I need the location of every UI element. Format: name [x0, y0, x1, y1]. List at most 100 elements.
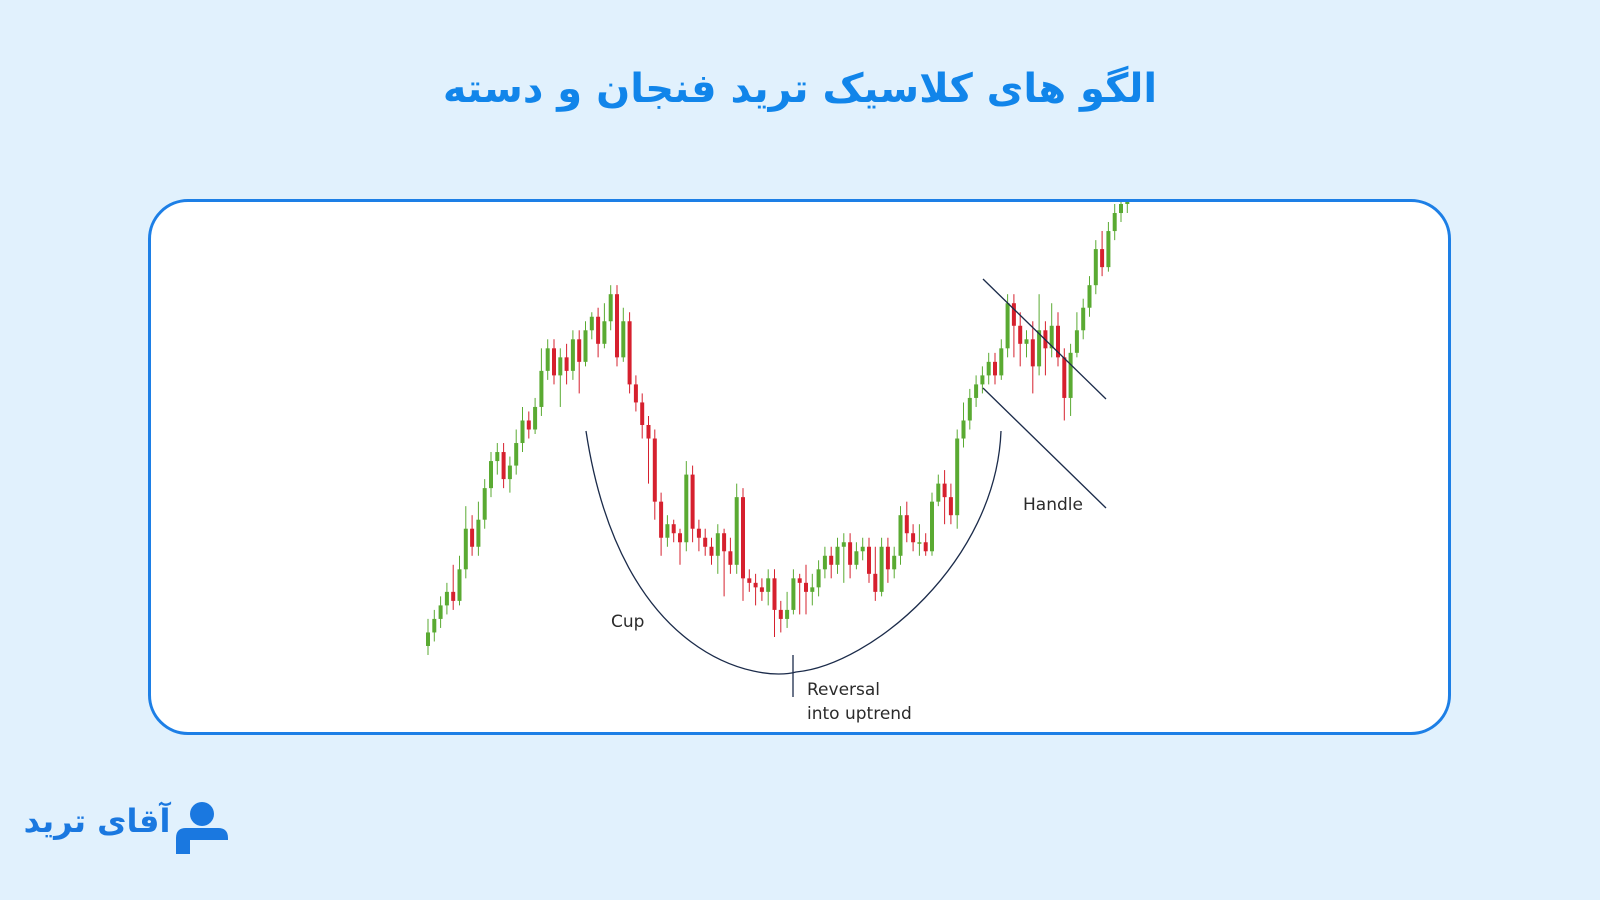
candle-bullish	[1125, 202, 1130, 204]
candle-bullish	[1074, 330, 1079, 353]
candle-bullish	[892, 555, 897, 570]
brand-logo[interactable]: آقای ترید	[22, 800, 232, 860]
candle-bullish	[785, 609, 790, 619]
candle-bullish	[1119, 204, 1123, 214]
candle-bearish	[659, 501, 664, 538]
candle-bearish	[703, 537, 708, 547]
candle-bullish	[1049, 325, 1054, 349]
candle-bearish	[829, 555, 834, 565]
candle-bearish	[564, 357, 569, 371]
candle-bullish	[545, 348, 550, 371]
candle-bullish	[835, 546, 840, 565]
candle-bullish	[879, 546, 884, 592]
candle-bearish	[728, 551, 733, 565]
candle-bullish	[734, 497, 739, 565]
candle-bullish	[514, 443, 519, 466]
candle-bearish	[867, 546, 871, 574]
candle-bullish	[791, 578, 796, 610]
handle-lower-trendline	[982, 387, 1107, 509]
candle-bullish	[432, 618, 437, 633]
candle-bullish	[980, 375, 985, 385]
cup-and-handle-chart: Cup Reversal into uptrend Handle	[426, 202, 1130, 724]
candle-bullish	[583, 330, 588, 362]
candle-bullish	[766, 578, 771, 592]
candle-bullish	[955, 438, 960, 516]
candle-bullish	[967, 397, 972, 421]
candle-bearish	[747, 578, 752, 583]
chart-card: Cup Reversal into uptrend Handle	[148, 199, 1451, 735]
candle-bullish	[533, 406, 538, 430]
candle-bearish	[615, 294, 619, 358]
candle-bullish	[860, 546, 865, 552]
candle-bearish	[904, 515, 909, 534]
candle-bullish	[1037, 330, 1042, 367]
candle-bullish	[822, 555, 827, 570]
candle-bearish	[577, 339, 582, 362]
candle-bullish	[974, 384, 979, 398]
reversal-label-line2: into uptrend	[807, 704, 912, 724]
candle-bearish	[772, 578, 777, 610]
candle-bullish	[1005, 303, 1010, 349]
person-icon	[176, 802, 228, 854]
candle-bullish	[426, 632, 430, 646]
candle-bearish	[552, 348, 556, 376]
candle-bearish	[526, 420, 531, 430]
candle-bullish	[476, 519, 481, 547]
candle-bullish	[570, 339, 575, 371]
candle-bearish	[596, 316, 601, 344]
candle-bearish	[640, 402, 645, 425]
candle-bearish	[470, 528, 475, 547]
candle-bullish	[1112, 213, 1117, 232]
candle-bullish	[810, 587, 815, 592]
candle-bearish	[1018, 325, 1023, 344]
candle-bullish	[986, 361, 991, 376]
candle-bullish	[999, 348, 1004, 376]
candle-bearish	[993, 361, 997, 376]
candle-bullish	[463, 528, 468, 570]
candle-bearish	[678, 533, 682, 543]
candle-bearish	[741, 497, 745, 579]
candle-bullish	[961, 420, 966, 439]
logo-text: آقای ترید	[23, 802, 171, 840]
candle-bullish	[841, 542, 846, 547]
candle-bearish	[759, 587, 764, 592]
candle-bullish	[457, 569, 462, 601]
candle-bullish	[438, 605, 443, 619]
candle-bearish	[948, 497, 953, 516]
candle-bullish	[444, 591, 449, 606]
candle-bearish	[709, 546, 714, 556]
candle-bearish	[753, 582, 758, 588]
page-title: الگو های کلاسیک ترید فنجان و دسته	[442, 66, 1158, 112]
candle-bearish	[911, 533, 916, 543]
cup-curve	[585, 430, 1002, 675]
candle-bearish	[671, 524, 676, 534]
candle-bullish	[816, 569, 821, 588]
candle-bullish	[1093, 249, 1098, 286]
candle-bearish	[627, 321, 632, 385]
candle-bearish	[690, 474, 695, 529]
candle-bearish	[797, 578, 802, 583]
candle-bullish	[482, 488, 487, 520]
candle-bullish	[854, 551, 859, 565]
candle-bullish	[602, 321, 607, 344]
candle-bearish	[696, 528, 701, 538]
candle-bearish	[804, 582, 808, 592]
candle-bullish	[930, 501, 934, 552]
cup-label: Cup	[611, 612, 644, 632]
candle-bullish	[917, 542, 922, 544]
candle-bullish	[539, 370, 544, 407]
handle-upper-trendline	[982, 278, 1107, 400]
candle-bullish	[520, 420, 525, 444]
candle-bullish	[1087, 285, 1092, 308]
candle-bearish	[646, 424, 651, 439]
candle-bearish	[1011, 303, 1016, 326]
candle-bearish	[501, 452, 506, 480]
reversal-label: Reversal	[807, 680, 880, 700]
candle-bearish	[873, 573, 878, 592]
candle-bearish	[923, 542, 928, 552]
candle-bearish	[652, 438, 657, 502]
candle-bearish	[778, 609, 783, 619]
candle-bullish	[489, 461, 493, 489]
candle-bullish	[1081, 307, 1086, 331]
candle-bullish	[936, 483, 941, 502]
